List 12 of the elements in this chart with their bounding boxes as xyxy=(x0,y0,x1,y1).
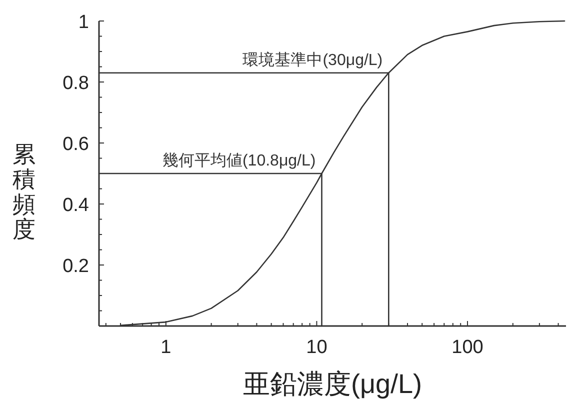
y-tick-label: 0.4 xyxy=(62,195,90,216)
x-tick-label: 100 xyxy=(452,337,484,358)
x-tick-label: 1 xyxy=(160,337,172,358)
annotation: 幾何平均値(10.8μg/L) xyxy=(162,152,316,170)
y-tick-label: 1 xyxy=(78,12,89,33)
y-tick-label: 0.2 xyxy=(62,256,89,277)
y-tick-label: 0.6 xyxy=(62,134,89,155)
x-axis-title: 亜鉛濃度(μg/L) xyxy=(242,369,422,399)
y-axis-title: 累積頻度 xyxy=(12,141,36,242)
annotation: 環境基準中(30μg/L) xyxy=(242,50,383,69)
y-tick-label: 0.8 xyxy=(62,73,89,94)
x-tick-label: 10 xyxy=(306,337,328,358)
